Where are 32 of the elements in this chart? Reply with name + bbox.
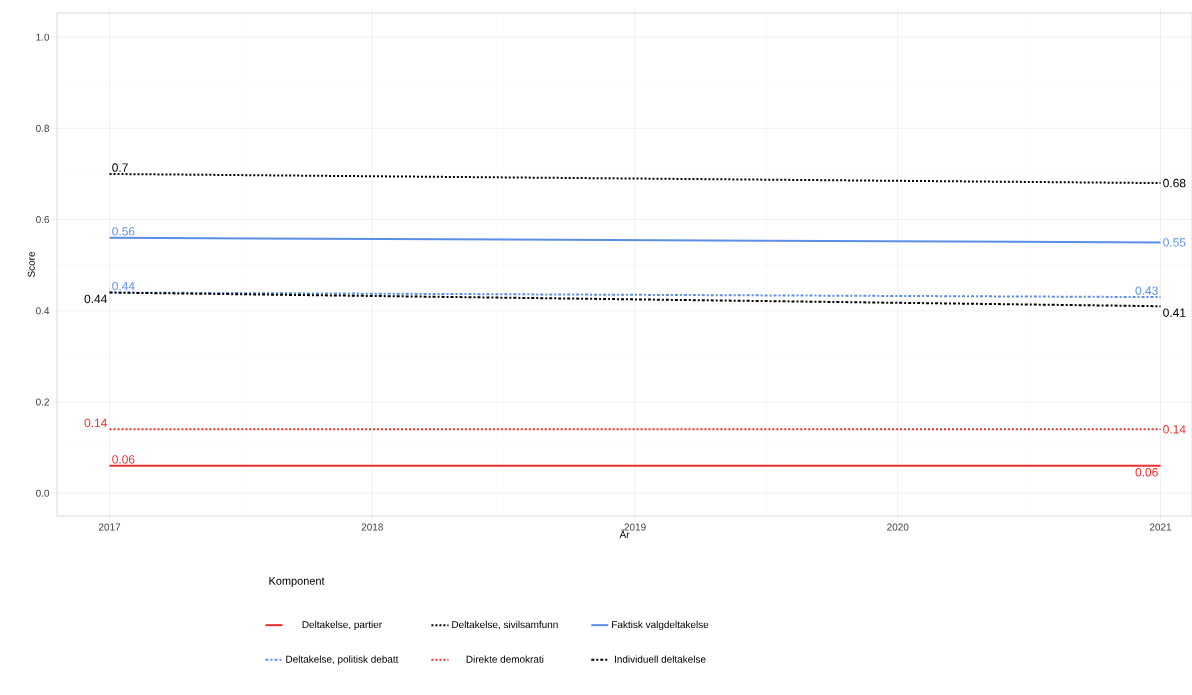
data-label: 0.68 xyxy=(1163,178,1186,188)
x-tick-label: 2019 xyxy=(624,523,646,531)
x-axis-title: År xyxy=(619,529,630,539)
y-tick-label: 0.0 xyxy=(36,489,50,497)
y-tick-label: 0.2 xyxy=(36,398,49,406)
legend-label: Direkte demokrati xyxy=(466,655,544,663)
legend-label: Deltakelse, sivilsamfunn xyxy=(452,620,558,630)
data-label: 0.06 xyxy=(1135,468,1158,477)
y-tick-label: 0.8 xyxy=(36,124,50,132)
legend-label: Faktisk valgdeltakelse xyxy=(612,620,709,631)
y-tick-label: 0.6 xyxy=(36,216,50,224)
legend-label: Deltakelse, partier xyxy=(302,620,382,631)
y-tick-label: 0.4 xyxy=(36,307,50,315)
y-tick-label: 1.0 xyxy=(36,33,50,41)
data-label: 0.7 xyxy=(112,163,128,172)
data-label: 0.56 xyxy=(112,227,135,236)
legend-label: Deltakelse, politisk debatt xyxy=(286,655,399,665)
data-label: 0.41 xyxy=(1163,308,1186,317)
y-axis-title: Score xyxy=(27,251,35,278)
x-tick-label: 2020 xyxy=(887,523,909,531)
data-label: 0.06 xyxy=(112,455,135,464)
legend-label: Individuell deltakelse xyxy=(614,655,706,663)
data-label: 0.14 xyxy=(84,418,107,428)
data-label: 0.55 xyxy=(1163,238,1186,247)
legend-title: Komponent xyxy=(269,577,325,587)
data-label: 0.14 xyxy=(1163,425,1186,434)
data-label: 0.44 xyxy=(112,281,135,291)
data-label: 0.44 xyxy=(84,294,107,304)
x-tick-label: 2021 xyxy=(1149,523,1172,531)
x-tick-label: 2018 xyxy=(361,523,383,531)
x-tick-label: 2017 xyxy=(98,523,121,531)
data-label: 0.43 xyxy=(1135,286,1158,295)
